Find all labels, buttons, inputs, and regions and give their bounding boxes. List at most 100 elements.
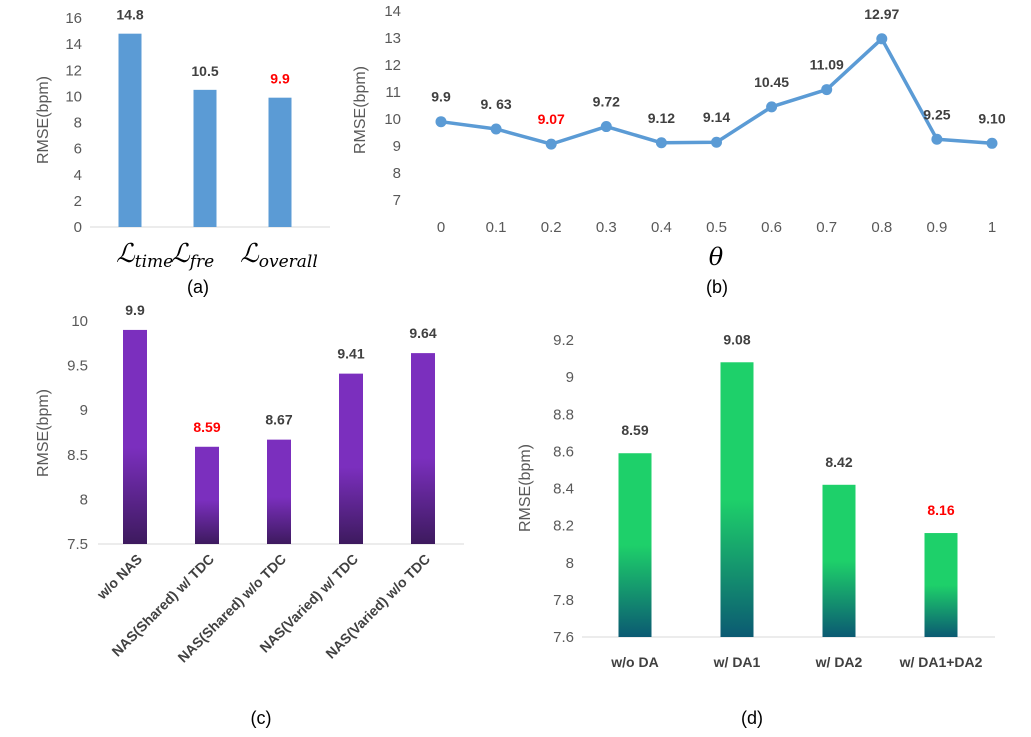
chart-c-bar [267,439,291,544]
chart-a-data-label: 9.9 [270,71,290,87]
chart-c-data-label: 8.59 [193,419,220,435]
chart-d-y-tick-label: 8 [566,555,574,572]
chart-d-bar [822,484,856,637]
chart-b-data-label: 12.97 [864,6,899,22]
chart-b-data-label: 11.09 [810,57,844,73]
chart-a-category-label: ℒfre [171,239,214,272]
chart-b-data-point [600,121,612,133]
chart-b-data-point [986,137,998,149]
chart-d: RMSE(bpm) (d) 7.6 7.8 8 8.2 8.4 8.6 8.8 9 9.2 8.… [517,331,995,728]
chart-b-x-tick-label: 0 [437,219,445,236]
chart-b-x-axis-label: θ [709,243,724,271]
chart-c-data-label: 8.67 [265,412,292,428]
chart-c-y-tick-label: 8 [80,491,88,508]
chart-a-y-tick-label: 12 [65,62,82,79]
chart-d-bar [720,362,754,637]
chart-a-y-tick-label: 8 [74,115,82,132]
chart-a-bar [268,97,292,228]
chart-a-y-tick-label: 14 [65,36,82,53]
chart-d-bar [924,533,958,637]
chart-b-x-tick-label: 0.5 [706,219,727,236]
chart-b-x-tick-label: 0.6 [761,219,782,236]
chart-c-bar [339,373,363,544]
chart-d-y-tick-label: 9 [566,369,574,386]
chart-a-y-tick-label: 4 [74,167,82,184]
chart-d-y-tick-label: 8.4 [553,481,574,498]
chart-b-y-tick-label: 13 [384,30,401,47]
chart-d-panel-label: (d) [741,708,763,728]
chart-d-y-tick-label: 7.8 [553,592,574,609]
chart-d-y-tick-label: 7.6 [553,629,574,646]
chart-b-series-line [440,37,993,146]
chart-b-data-point [931,133,943,145]
chart-b: RMSE(bpm) θ (b) 7 8 9 10 11 12 13 14 0 0.1 0.2 0.3… [352,3,1006,297]
chart-d-category-label: w/o DA [610,654,658,670]
chart-b-data-label: 9.14 [703,109,730,125]
chart-b-data-label: 9.9 [431,89,451,105]
chart-c: RMSE(bpm) (c) 7.588.599.510 9.98.59 8.679… [35,302,464,728]
chart-b-y-tick-label: 8 [393,165,401,182]
chart-b-x-tick-label: 0.2 [541,219,562,236]
chart-d-category-label: w/ DA1 [713,654,761,670]
chart-d-y-tick-label: 8.8 [553,406,574,423]
chart-d-y-tick-label: 8.2 [553,518,574,535]
chart-b-y-tick-label: 11 [385,84,401,101]
chart-b-y-tick-label: 14 [384,3,401,20]
chart-a-y-tick-label: 16 [65,10,82,27]
chart-b-y-tick-label: 9 [393,138,401,155]
chart-c-category-label: w/o NAS [93,551,145,603]
chart-d-y-tick-label: 8.6 [553,443,574,460]
chart-b-data-label: 9.10 [978,110,1005,126]
chart-d-data-label: 8.59 [621,422,648,438]
chart-a-y-axis-label: RMSE(bpm) [35,76,52,164]
chart-c-y-tick-label: 8.5 [67,447,88,464]
chart-a-data-label: 10.5 [191,63,218,79]
chart-b-data-point [490,123,502,135]
chart-b-data-point [711,136,722,148]
chart-b-y-tick-label: 12 [384,57,401,74]
chart-b-x-tick-label: 0.3 [596,219,617,236]
chart-b-data-label: 9.25 [923,106,950,122]
chart-a-category-label: ℒoverall [240,239,318,272]
chart-b-data-point [766,101,778,113]
chart-b-data-point [876,33,888,45]
chart-b-x-tick-label: 0.4 [651,219,672,236]
chart-c-bar [411,353,435,544]
chart-a-bar [193,89,217,227]
chart-b-y-axis-label: RMSE(bpm) [352,66,369,154]
chart-b-data-label: 9. 63 [481,96,512,112]
chart-b-data-point [435,116,447,128]
chart-b-x-tick-label: 0.7 [816,219,837,236]
chart-b-x-tick-label: 0.8 [871,219,892,236]
chart-a-y-tick-label: 0 [74,219,82,236]
chart-b-data-label: 10.45 [754,74,789,90]
chart-a-bar [118,33,142,227]
chart-c-data-label: 9.9 [125,302,145,318]
chart-a-category-label: ℒtime [116,239,173,272]
chart-b-data-label: 9.07 [538,111,565,127]
chart-b-x-tick-label: 1 [988,219,996,236]
chart-a-panel-label: (a) [187,277,209,297]
chart-d-data-label: 9.08 [723,331,750,347]
chart-d-y-tick-label: 9.2 [553,332,574,349]
chart-d-category-label: w/ DA2 [815,654,863,670]
chart-b-data-point [545,138,557,150]
chart-b-data-label: 9.72 [593,94,620,110]
chart-c-bar [123,329,147,544]
chart-a-data-label: 14.8 [116,7,143,23]
chart-c-y-tick-label: 9 [80,402,88,419]
chart-c-y-tick-label: 9.5 [67,358,88,375]
chart-b-x-tick-label: 0.9 [926,219,947,236]
chart-d-y-axis-label: RMSE(bpm) [517,444,534,532]
chart-c-panel-label: (c) [251,708,272,728]
chart-a-y-tick-label: 6 [74,141,82,158]
chart-c-y-tick-label: 7.5 [67,536,88,553]
chart-b-panel-label: (b) [706,277,728,297]
chart-c-y-axis-label: RMSE(bpm) [35,389,52,477]
chart-a-y-tick-label: 2 [74,193,82,210]
chart-d-data-label: 8.16 [927,502,954,518]
chart-d-category-label: w/ DA1+DA2 [899,654,983,670]
chart-a-y-tick-label: 10 [65,88,82,105]
